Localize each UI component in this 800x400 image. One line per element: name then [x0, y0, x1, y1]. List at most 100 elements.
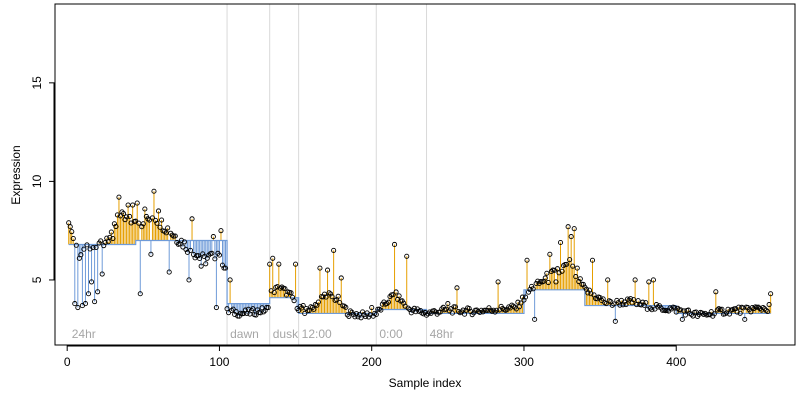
data-point-11	[81, 246, 87, 252]
data-point-82	[189, 216, 195, 222]
data-point-122	[250, 306, 256, 312]
data-point-421	[705, 312, 711, 318]
data-point-80	[186, 277, 192, 283]
data-point-360	[612, 318, 618, 324]
data-point-330	[567, 257, 573, 263]
x-tick-label-300: 300	[514, 355, 534, 369]
data-point-28	[107, 234, 113, 240]
data-point-20	[95, 289, 101, 295]
data-point-328	[564, 261, 570, 267]
data-point-216	[393, 289, 399, 295]
data-point-175	[331, 247, 337, 253]
data-point-27	[105, 239, 111, 245]
data-point-344	[588, 291, 594, 297]
data-point-124	[253, 312, 259, 318]
data-point-332	[570, 263, 576, 269]
data-points	[66, 188, 774, 324]
data-point-127	[258, 310, 264, 316]
data-point-66	[165, 225, 171, 231]
data-point-12	[82, 301, 89, 307]
data-point-318	[548, 268, 554, 275]
data-point-229	[413, 309, 419, 315]
step-baseline	[68, 239, 771, 315]
data-point-3	[69, 229, 75, 235]
data-point-314	[542, 275, 548, 281]
data-point-417	[699, 310, 705, 316]
data-point-449	[748, 309, 754, 315]
data-point-109	[230, 306, 236, 312]
data-point-22	[98, 238, 104, 244]
data-point-96	[210, 234, 216, 240]
data-point-194	[360, 309, 366, 315]
data-point-147	[288, 290, 294, 296]
data-point-168	[320, 294, 326, 300]
data-point-193	[358, 315, 364, 321]
segment-label-4: 0:00	[379, 327, 403, 341]
data-point-150	[293, 261, 299, 267]
data-point-425	[711, 311, 717, 317]
data-point-42	[128, 220, 134, 226]
data-point-51	[142, 206, 148, 212]
data-point-367	[623, 302, 629, 308]
data-point-155	[300, 303, 306, 309]
data-point-81	[187, 247, 194, 253]
data-point-55	[148, 251, 154, 257]
data-point-382	[646, 279, 652, 285]
data-point-56	[149, 215, 155, 221]
data-point-354	[603, 301, 609, 307]
data-point-307	[532, 316, 538, 322]
data-point-250	[445, 301, 451, 307]
plot-frame	[54, 3, 796, 346]
data-point-19	[93, 244, 99, 250]
data-point-460	[765, 308, 771, 315]
data-point-214	[390, 292, 396, 298]
segment-label-5: 48hr	[430, 327, 454, 341]
data-point-9	[78, 252, 84, 258]
data-point-107	[227, 277, 233, 283]
data-point-210	[384, 301, 390, 307]
data-point-321	[553, 279, 559, 285]
data-point-329	[565, 224, 571, 230]
data-point-6	[73, 242, 79, 248]
data-point-85	[194, 253, 200, 259]
data-point-62	[159, 217, 165, 223]
data-point-34	[116, 194, 122, 200]
data-point-48	[137, 291, 143, 297]
data-point-184	[344, 312, 350, 318]
data-point-226	[408, 310, 414, 316]
data-point-296	[515, 299, 521, 305]
data-point-60	[155, 208, 162, 214]
data-point-267	[471, 310, 477, 316]
data-point-406	[682, 312, 688, 318]
data-point-183	[343, 304, 349, 310]
data-point-97	[212, 256, 218, 262]
data-point-95	[209, 250, 215, 256]
data-point-50	[140, 221, 146, 227]
data-point-136	[271, 290, 277, 296]
data-point-133	[267, 261, 273, 267]
data-point-274	[481, 307, 487, 313]
data-point-380	[643, 300, 649, 306]
data-point-64	[162, 228, 168, 234]
x-tick-label-200: 200	[362, 355, 382, 369]
data-point-67	[166, 269, 172, 275]
data-point-131	[264, 304, 270, 311]
data-point-256	[454, 285, 460, 291]
data-point-358	[609, 302, 615, 308]
data-point-33	[114, 212, 120, 218]
data-point-129	[261, 309, 267, 315]
data-point-335	[574, 265, 580, 271]
data-point-104	[222, 265, 229, 271]
data-point-7	[75, 304, 81, 311]
data-point-171	[325, 267, 331, 273]
data-point-372	[631, 297, 637, 303]
data-point-14	[85, 291, 92, 297]
data-point-365	[620, 302, 626, 308]
data-point-303	[525, 289, 532, 295]
data-point-156	[302, 310, 308, 317]
data-point-77	[181, 239, 187, 245]
x-axis-title: Sample index	[389, 376, 462, 390]
data-point-306	[530, 286, 536, 292]
data-point-132	[265, 304, 271, 311]
data-point-86	[195, 253, 201, 259]
